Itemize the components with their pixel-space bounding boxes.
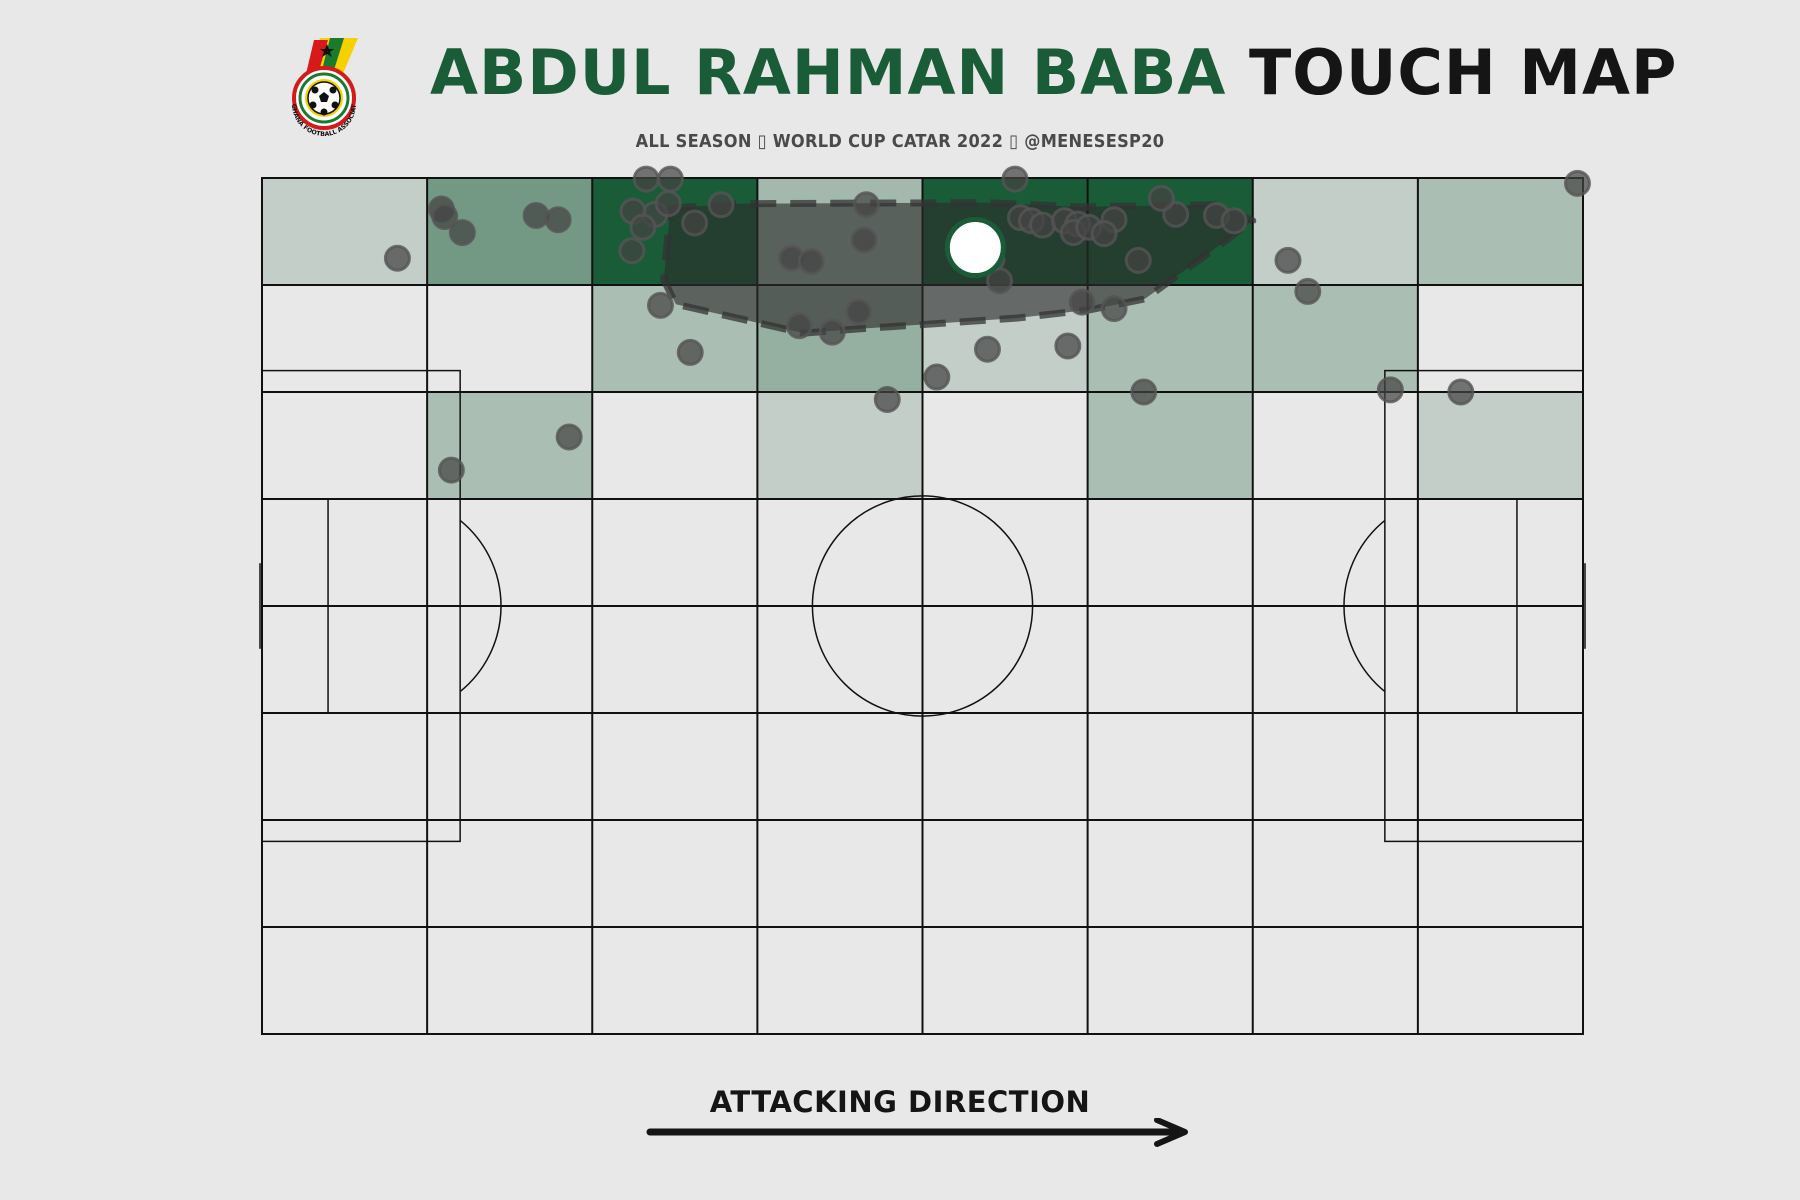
touch-point bbox=[632, 165, 660, 193]
touch-map-pitch bbox=[259, 165, 1591, 1035]
player-name: ABDUL RAHMAN BABA bbox=[430, 36, 1227, 109]
touch-point bbox=[437, 456, 465, 484]
touch-point bbox=[1100, 295, 1128, 323]
penalty-arc-right bbox=[1343, 519, 1386, 693]
touch-point bbox=[676, 338, 704, 366]
touch-point bbox=[1274, 246, 1302, 274]
page-title: ABDUL RAHMAN BABA TOUCH MAP bbox=[430, 42, 1677, 104]
touch-point bbox=[1447, 378, 1475, 406]
title-suffix: TOUCH MAP bbox=[1248, 36, 1678, 109]
touch-point bbox=[1054, 332, 1082, 360]
touch-point bbox=[618, 237, 646, 265]
touch-point bbox=[845, 298, 873, 326]
average-position-marker bbox=[944, 217, 1006, 279]
heatmap-zone bbox=[1417, 178, 1583, 285]
touch-point bbox=[448, 219, 476, 247]
touch-point bbox=[1001, 165, 1029, 193]
touch-point bbox=[431, 203, 459, 231]
touch-point bbox=[986, 267, 1014, 295]
touch-point bbox=[785, 312, 813, 340]
touch-point bbox=[383, 244, 411, 272]
touch-point bbox=[797, 247, 825, 275]
attacking-direction-arrow bbox=[646, 1118, 1188, 1147]
centre-circle bbox=[811, 495, 1034, 717]
touch-point bbox=[707, 191, 735, 219]
heatmap-zone bbox=[1252, 178, 1418, 285]
touch-point bbox=[544, 206, 572, 234]
touch-point bbox=[873, 385, 901, 413]
touches-layer bbox=[383, 165, 1591, 484]
touch-point bbox=[647, 291, 675, 319]
touch-point bbox=[1147, 184, 1175, 212]
touch-point bbox=[1124, 246, 1152, 274]
average-layer bbox=[944, 217, 1006, 279]
subtitle: ALL SEASON ▯ WORLD CUP CATAR 2022 ▯ @MEN… bbox=[635, 131, 1165, 152]
touch-point bbox=[555, 423, 583, 451]
six-yard-box-left bbox=[261, 498, 329, 714]
touch-point bbox=[522, 201, 550, 229]
touch-point bbox=[850, 226, 878, 254]
touch-point bbox=[973, 335, 1001, 363]
touch-point bbox=[1563, 169, 1591, 197]
six-yard-box-right bbox=[1516, 498, 1584, 714]
ghana-fa-logo: GHANA FOOTBALL ASSOCIATION bbox=[280, 30, 358, 138]
touch-point bbox=[1028, 211, 1056, 239]
touch-point bbox=[629, 213, 657, 241]
touch-point bbox=[1294, 277, 1322, 305]
heatmap-zone bbox=[757, 392, 923, 499]
attacking-direction-label: ATTACKING DIRECTION bbox=[709, 1085, 1091, 1119]
heatmap-zone bbox=[1087, 392, 1253, 499]
penalty-arc-left bbox=[459, 519, 502, 693]
touch-point bbox=[681, 209, 709, 237]
heatmap-zone bbox=[1417, 392, 1583, 499]
touch-point bbox=[1090, 220, 1118, 248]
touch-point bbox=[1220, 207, 1248, 235]
touch-point bbox=[852, 191, 880, 219]
touch-point bbox=[818, 318, 846, 346]
touch-point bbox=[1376, 376, 1404, 404]
pitch-lines bbox=[259, 177, 1586, 1035]
heatmap-zone bbox=[1252, 285, 1418, 392]
touch-point bbox=[923, 363, 951, 391]
touch-point bbox=[1068, 288, 1096, 316]
touch-point bbox=[654, 190, 682, 218]
touch-point bbox=[1130, 378, 1158, 406]
touch-point bbox=[656, 165, 684, 193]
